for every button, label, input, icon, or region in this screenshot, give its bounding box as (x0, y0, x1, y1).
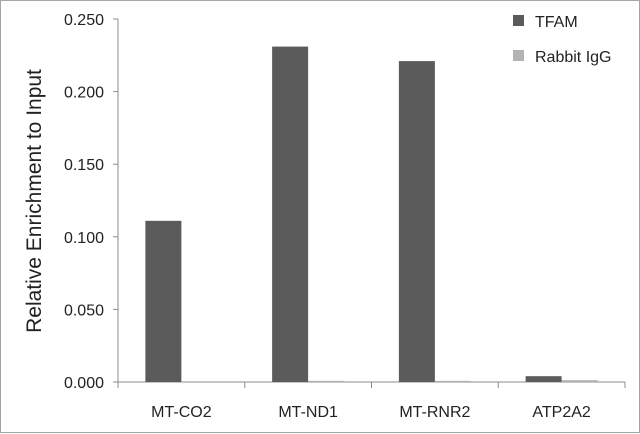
x-tick-label: MT-RNR2 (399, 404, 470, 421)
y-tick-label: 0.100 (64, 230, 104, 247)
legend-label: TFAM (535, 14, 578, 31)
y-tick-label: 0.250 (64, 12, 104, 29)
bar-tfam (272, 46, 309, 382)
legend-swatch (513, 50, 524, 61)
x-tick-labels: MT-CO2 MT-ND1 MT-RNR2 ATP2A2 (151, 404, 591, 421)
bar-rabbit-igg (561, 380, 598, 382)
bar-tfam (145, 220, 182, 382)
y-tick-labels: 0.000 0.050 0.100 0.150 0.200 0.250 (64, 12, 104, 392)
legend-label: Rabbit IgG (535, 49, 611, 66)
bar-rabbit-igg (434, 380, 471, 382)
bar-tfam (398, 61, 435, 382)
y-tick-label: 0.200 (64, 85, 104, 102)
y-tick-label: 0.050 (64, 302, 104, 319)
x-tick-label: MT-ND1 (278, 404, 338, 421)
axes (113, 18, 626, 388)
legend: TFAM Rabbit IgG (513, 14, 611, 66)
y-axis-title: Relative Enrichment to Input (23, 69, 46, 333)
x-tick-label: MT-CO2 (151, 404, 212, 421)
y-tick-label: 0.150 (64, 157, 104, 174)
bar-rabbit-igg (308, 380, 345, 382)
legend-swatch (513, 15, 524, 26)
bar-tfam (525, 376, 562, 382)
bars (145, 46, 598, 382)
x-tick-label: ATP2A2 (532, 404, 591, 421)
y-tick-label: 0.000 (64, 375, 104, 392)
